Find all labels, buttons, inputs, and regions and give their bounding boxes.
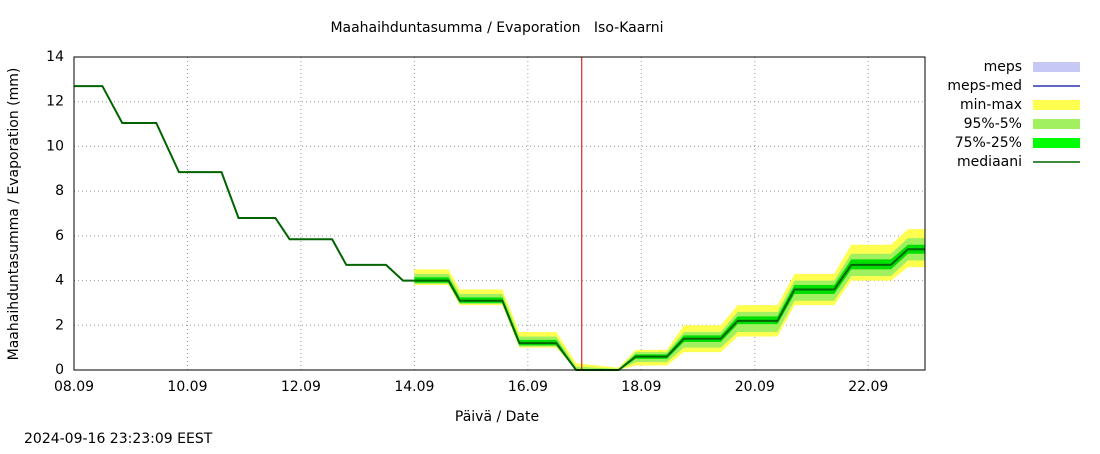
y-tick-label: 0 bbox=[55, 362, 64, 378]
y-tick-label: 2 bbox=[55, 317, 64, 333]
x-tick-label: 08.09 bbox=[54, 379, 94, 395]
legend-label: meps-med bbox=[947, 78, 1022, 94]
legend-label: 95%-5% bbox=[964, 116, 1022, 132]
x-axis-label: Päivä / Date bbox=[455, 409, 539, 425]
legend-swatch bbox=[1033, 100, 1080, 110]
plot-border bbox=[73, 56, 926, 371]
y-tick-label: 12 bbox=[46, 94, 64, 110]
x-tick-label: 22.09 bbox=[848, 379, 888, 395]
y-tick-label: 6 bbox=[55, 228, 64, 244]
chart-title: Maahaihduntasumma / Evaporation Iso-Kaar… bbox=[330, 20, 663, 36]
legend-label: mediaani bbox=[957, 154, 1022, 170]
legend-swatch bbox=[1033, 138, 1080, 148]
y-axis-label: Maahaihduntasumma / Evaporation (mm) bbox=[6, 68, 22, 361]
legend-swatch bbox=[1033, 62, 1080, 72]
median-line bbox=[74, 85, 925, 371]
band bbox=[414, 229, 925, 370]
x-tick-label: 20.09 bbox=[735, 379, 775, 395]
footer: 2024-09-16 23:23:09 EEST bbox=[24, 431, 213, 447]
y-tick-label: 10 bbox=[46, 138, 64, 154]
x-tick-label: 16.09 bbox=[508, 379, 548, 395]
legend-label: meps bbox=[984, 59, 1022, 75]
band bbox=[414, 238, 925, 370]
y-tick-label: 4 bbox=[55, 273, 64, 289]
x-tick-label: 14.09 bbox=[394, 379, 434, 395]
legend-swatch bbox=[1033, 119, 1080, 129]
x-tick-label: 10.09 bbox=[167, 379, 207, 395]
y-tick-label: 8 bbox=[55, 183, 64, 199]
legend-label: min-max bbox=[960, 97, 1022, 113]
legend-label: 75%-25% bbox=[955, 135, 1022, 151]
x-tick-label: 12.09 bbox=[281, 379, 321, 395]
x-tick-label: 18.09 bbox=[621, 379, 661, 395]
y-tick-label: 14 bbox=[46, 49, 64, 65]
